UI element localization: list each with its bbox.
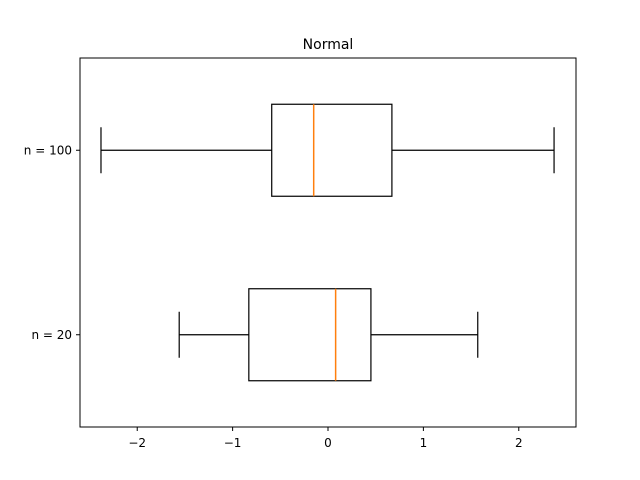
x-tick-label: −1 (224, 436, 242, 450)
x-tick-label: 0 (324, 436, 332, 450)
y-tick-label: n = 20 (31, 328, 72, 342)
y-axis: n = 20 n = 100 (24, 143, 80, 342)
x-tick-label: 2 (515, 436, 523, 450)
iqr-box (271, 103, 393, 197)
x-tick-label: 1 (420, 436, 428, 450)
axes-frame (79, 57, 577, 428)
x-axis: −2 −1 0 1 2 (128, 427, 523, 450)
iqr-box (248, 288, 372, 382)
chart-title: Normal (303, 37, 354, 53)
box-2 (100, 103, 555, 197)
y-tick-label: n = 100 (24, 143, 72, 157)
plot-area (100, 103, 555, 382)
box-1 (178, 288, 479, 382)
x-tick-label: −2 (128, 436, 146, 450)
